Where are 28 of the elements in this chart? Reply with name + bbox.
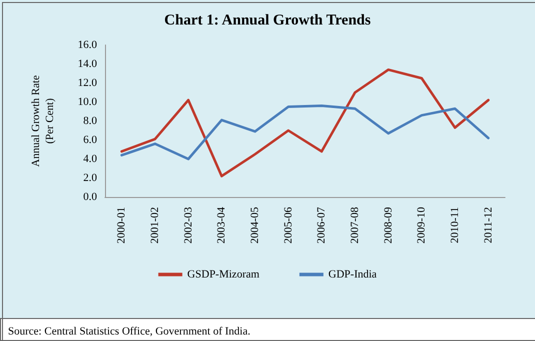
x-tick-label: 2010-11 (449, 207, 461, 244)
y-tick-label: 12.0 (78, 77, 98, 89)
y-tick-label: 6.0 (83, 134, 98, 146)
x-tick-label: 2006-07 (316, 206, 328, 244)
source-note: Source: Central Statistics Office, Government of India. (8, 326, 251, 338)
legend-label: GDP-India (328, 268, 377, 280)
line-series (120, 68, 490, 178)
x-tick-label: 2004-05 (249, 206, 261, 244)
y-tick-label: 14.0 (78, 58, 98, 70)
x-tick-label: 2011-12 (482, 207, 494, 244)
chart-title: Chart 1: Annual Growth Trends (164, 12, 371, 28)
x-tick-label: 2000-01 (116, 207, 128, 244)
y-tick-label: 10.0 (78, 96, 98, 108)
x-tick-label: 2009-10 (416, 206, 428, 244)
x-tick-label: 2007-08 (349, 206, 361, 244)
legend-label: GSDP-Mizoram (187, 268, 260, 280)
y-tick-label: 0.0 (83, 191, 98, 203)
y-tick-label: 16.0 (78, 39, 98, 51)
x-tick-label: 2002-03 (182, 206, 194, 244)
x-tick-label: 2005-06 (282, 206, 294, 244)
x-tick-label: 2008-09 (382, 206, 394, 244)
line-series (120, 104, 490, 160)
y-tick-label: 8.0 (83, 115, 98, 127)
x-tick-label: 2001-02 (149, 207, 161, 244)
y-tick-label: 2.0 (83, 172, 98, 184)
y-axis-title: Annual Growth Rate (Per Cent) (30, 75, 56, 167)
y-tick-label: 4.0 (83, 153, 98, 165)
x-tick-label: 2003-04 (216, 206, 228, 244)
